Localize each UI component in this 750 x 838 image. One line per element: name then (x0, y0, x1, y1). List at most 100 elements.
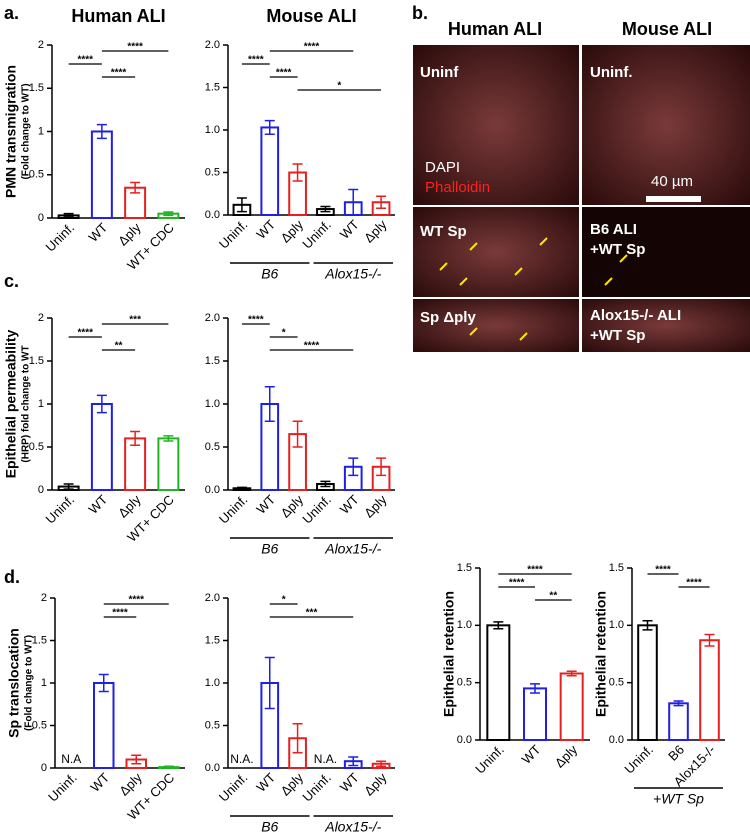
bar (559, 672, 584, 742)
x-tick-label: WT (253, 492, 278, 517)
error-bar (376, 760, 387, 768)
x-tick-label: Uninf. (621, 742, 656, 777)
y-tick-label: 1.0 (205, 124, 220, 136)
significance-label: **** (655, 565, 671, 576)
x-tick-label: Δply (116, 770, 145, 799)
significance-label: **** (248, 55, 264, 66)
scale-bar (646, 196, 701, 202)
y-tick-label: 0.0 (205, 762, 220, 774)
image-label: Alox15-/- ALI (590, 307, 681, 324)
x-tick-label: WT (519, 742, 544, 767)
group-label: Alox15-/- (324, 819, 381, 835)
x-tick-label: Uninf. (299, 492, 334, 527)
panel-letter: c. (4, 271, 19, 291)
y-tick-label: 0.0 (205, 484, 220, 496)
y-tick-label: 1.0 (609, 619, 624, 631)
bar (124, 437, 147, 491)
error-bar (131, 754, 142, 765)
significance-label: **** (77, 328, 93, 339)
error-bar (376, 195, 387, 209)
significance-label: * (337, 81, 341, 92)
value-label: N.A. (230, 752, 253, 766)
x-tick-label: WT (253, 770, 278, 795)
bar (523, 687, 547, 742)
significance-label: **** (527, 565, 543, 576)
y-tick-label: 1.5 (205, 81, 220, 93)
group-label: +WT Sp (653, 791, 704, 807)
x-tick-label: WT (337, 217, 362, 242)
stain-label: Phalloidin (425, 179, 490, 196)
y-axis-label: Sp translocation (6, 628, 22, 738)
error-bar (320, 480, 331, 488)
chart-title: Mouse ALI (266, 6, 356, 26)
y-tick-label: 2 (38, 39, 44, 51)
error-bar (704, 633, 715, 647)
error-bar (163, 765, 174, 769)
error-bar (530, 683, 540, 694)
image-label: Sp Δply (420, 309, 476, 326)
y-axis-label: Epithelial retention (593, 591, 609, 717)
column-header: Mouse ALI (622, 19, 712, 39)
error-bar (98, 673, 109, 693)
significance-label: **** (77, 55, 93, 66)
x-tick-label: Δply (361, 770, 390, 799)
y-tick-label: 0.5 (29, 169, 44, 181)
significance-label: *** (306, 608, 318, 619)
y-tick-label: 0 (38, 212, 44, 224)
y-tick-label: 2 (38, 312, 44, 324)
arrows (439, 237, 628, 341)
panel-letter: d. (4, 567, 20, 587)
y-tick-label: 1 (41, 677, 47, 689)
significance-label: **** (112, 608, 128, 619)
bar (93, 682, 115, 769)
y-tick-label: 1.5 (29, 82, 44, 94)
x-tick-label: WT (86, 220, 111, 245)
bar (637, 624, 658, 741)
significance-label: * (282, 328, 286, 339)
y-tick-label: 2 (41, 592, 47, 604)
error-bar (264, 386, 275, 422)
x-tick-label: Uninf. (216, 770, 251, 805)
significance-label: * (282, 595, 286, 606)
y-tick-label: 0.5 (205, 166, 220, 178)
significance-label: **** (127, 42, 143, 53)
error-bar (292, 420, 303, 448)
y-axis-sublabel: (Fold change to WT) (24, 635, 35, 731)
y-tick-label: 1.5 (205, 634, 220, 646)
error-bar (163, 435, 174, 442)
scale-bar-label: 40 µm (651, 173, 693, 190)
x-tick-label: WT (87, 770, 112, 795)
error-bar (673, 700, 684, 707)
x-tick-label: Δply (361, 492, 390, 521)
error-bar (236, 197, 247, 213)
y-tick-label: 0.5 (205, 441, 220, 453)
y-tick-label: 0.0 (457, 734, 472, 746)
micrograph (582, 207, 750, 297)
significance-label: **** (686, 578, 702, 589)
y-tick-label: 2.0 (205, 39, 220, 51)
significance-label: ** (115, 341, 123, 352)
bar (90, 403, 113, 491)
y-tick-label: 1.0 (205, 398, 220, 410)
group-label: B6 (261, 819, 278, 835)
error-bar (264, 656, 275, 710)
y-tick-label: 1.5 (457, 562, 472, 574)
error-bar (163, 211, 174, 217)
error-bar (292, 163, 303, 182)
significance-label: *** (129, 315, 141, 326)
x-tick-label: WT (86, 492, 111, 517)
error-bar (376, 457, 387, 477)
significance-label: **** (304, 341, 320, 352)
significance-label: **** (248, 315, 264, 326)
x-tick-label: Δply (115, 492, 144, 521)
y-tick-label: 1 (38, 125, 44, 137)
x-tick-label: Δply (361, 217, 390, 246)
bar (157, 437, 180, 491)
y-tick-label: 0.5 (32, 719, 47, 731)
y-tick-label: 1 (38, 398, 44, 410)
bar (486, 624, 511, 741)
y-tick-label: 2.0 (205, 312, 220, 324)
x-tick-label: Uninf. (216, 217, 251, 252)
image-label: WT Sp (420, 223, 467, 240)
y-tick-label: 2.0 (205, 592, 220, 604)
